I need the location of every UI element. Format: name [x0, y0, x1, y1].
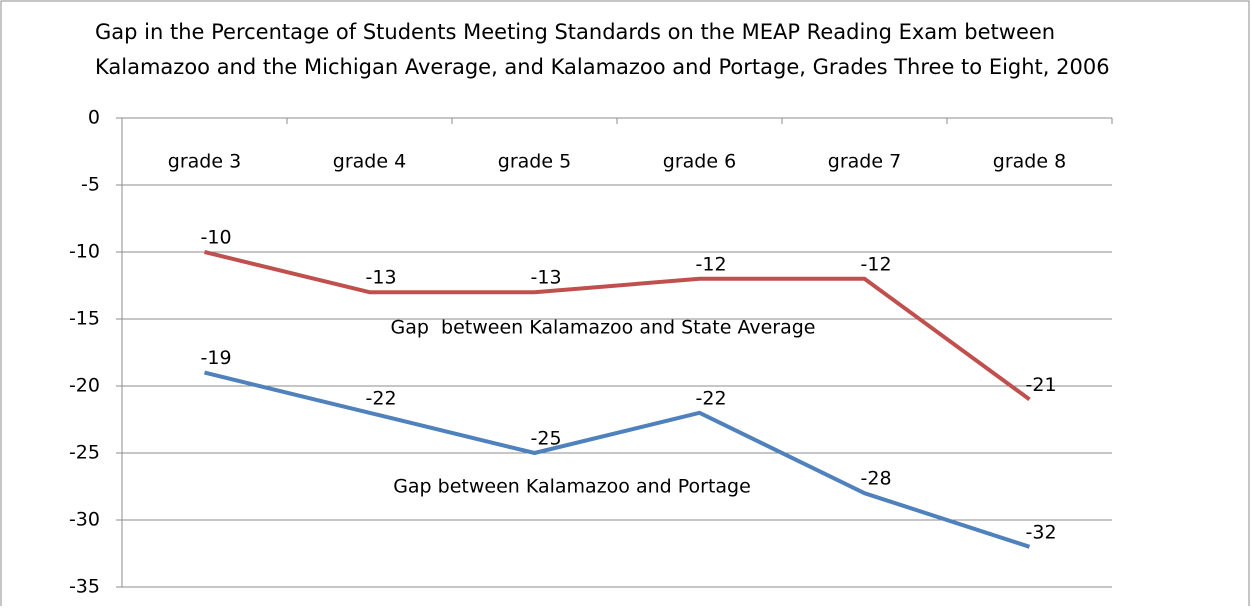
data-label: -25	[531, 428, 562, 450]
x-tick-label: grade 4	[333, 151, 406, 173]
data-label: -22	[696, 387, 727, 409]
data-label: -12	[861, 253, 892, 275]
data-label: -32	[1026, 521, 1057, 543]
y-tick-label: 0	[88, 107, 100, 129]
x-tick-label: grade 8	[993, 151, 1066, 173]
data-label: -19	[201, 347, 232, 369]
data-label: -13	[366, 267, 397, 289]
data-label: -21	[1026, 374, 1057, 396]
x-tick-label: grade 5	[498, 151, 571, 173]
series-annotation: Gap between Kalamazoo and Portage	[393, 476, 751, 498]
data-label: -10	[201, 227, 232, 249]
y-tick-label: -20	[69, 375, 100, 397]
y-tick-label: -10	[69, 241, 100, 263]
y-tick-label: -30	[69, 509, 100, 531]
y-tick-label: -35	[69, 576, 100, 598]
series-line	[204, 250, 1031, 402]
series-line	[204, 370, 1031, 549]
data-label: -12	[696, 253, 727, 275]
x-tick-label: grade 6	[663, 151, 736, 173]
data-label: -13	[531, 267, 562, 289]
chart-title-line: Gap in the Percentage of Students Meetin…	[95, 20, 1055, 44]
y-tick-label: -25	[69, 442, 100, 464]
x-tick-label: grade 3	[168, 151, 241, 173]
series-annotation: Gap between Kalamazoo and State Average	[391, 317, 816, 339]
data-label: -22	[366, 387, 397, 409]
y-tick-label: -15	[69, 308, 100, 330]
data-label: -28	[861, 468, 892, 490]
chart-title-line: Kalamazoo and the Michigan Average, and …	[95, 55, 1110, 79]
y-tick-label: -5	[81, 174, 100, 196]
x-tick-label: grade 7	[828, 151, 901, 173]
